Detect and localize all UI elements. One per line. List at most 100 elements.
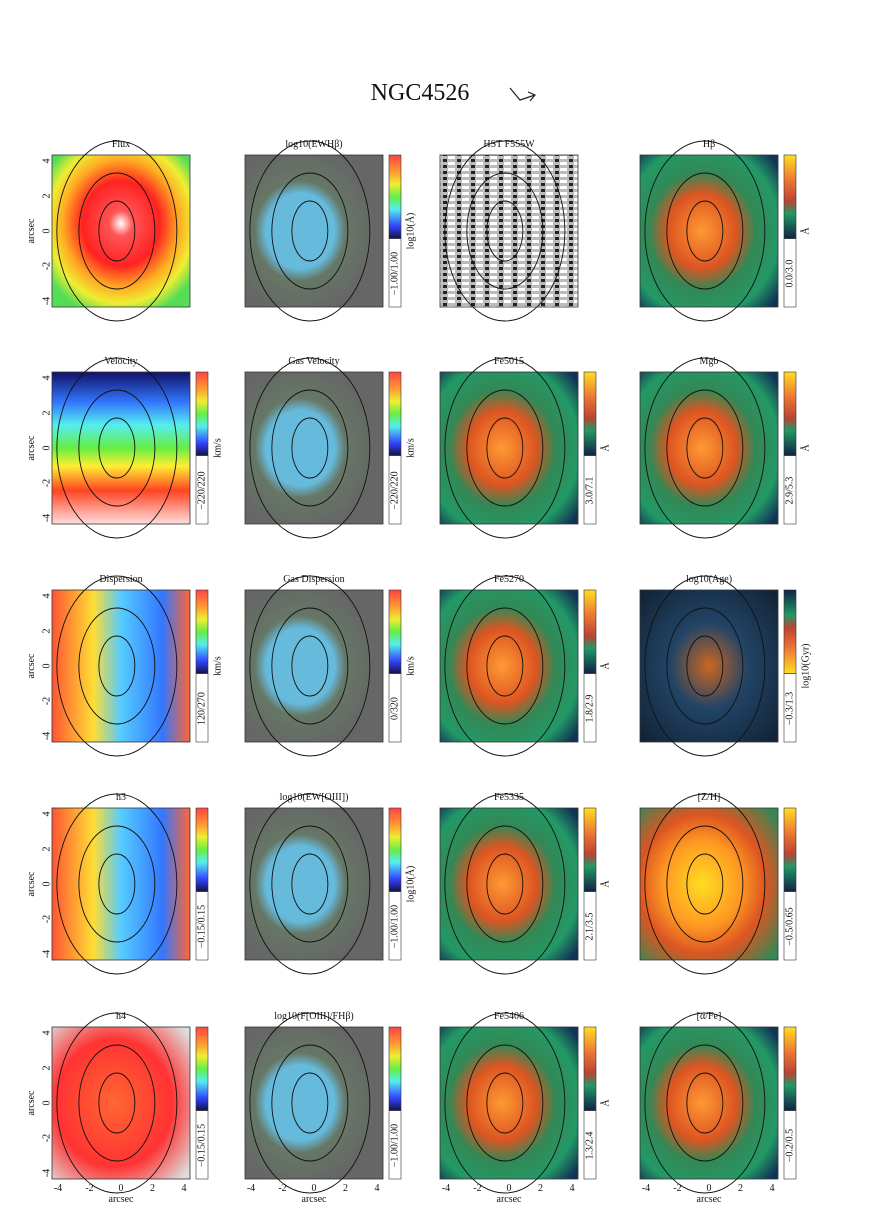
colorbar-range: −0.15/0.15 (196, 1124, 207, 1167)
y-tick-label: 2 (41, 629, 52, 634)
x-axis-label: arcsec (497, 1194, 523, 1205)
map (244, 371, 384, 525)
colorbar-range: 2.1/3.5 (584, 913, 595, 941)
isophote (249, 140, 371, 322)
colorbar-box (388, 673, 402, 743)
isophote (666, 825, 744, 943)
isophote (98, 1072, 136, 1134)
panel-title: Fe5335 (494, 792, 524, 803)
x-tick-label: -2 (85, 1183, 93, 1194)
map (639, 371, 779, 525)
panel-title: [Z/H] (698, 792, 721, 803)
y-tick-label: -2 (41, 915, 52, 923)
isophote (249, 357, 371, 539)
y-tick-label: 2 (41, 411, 52, 416)
panel-title: Gas Velocity (288, 356, 339, 367)
y-tick-label: -4 (41, 297, 52, 305)
colorbar (783, 154, 797, 239)
colorbar-range: −1.00/1.00 (389, 905, 400, 948)
y-tick-label: -2 (41, 479, 52, 487)
map (51, 1026, 191, 1180)
y-tick-label: 4 (41, 376, 52, 381)
colorbar (583, 1026, 597, 1111)
panel-title: Fe5406 (494, 1011, 524, 1022)
isophote (78, 172, 156, 290)
colorbar (783, 589, 797, 674)
map (439, 589, 579, 743)
y-tick-label: 0 (41, 229, 52, 234)
panel-title: Gas Dispersion (283, 574, 344, 585)
colorbar-box (388, 238, 402, 308)
isophote (486, 200, 524, 262)
colorbar-box (783, 238, 797, 308)
x-tick-label: 4 (570, 1183, 575, 1194)
panel-title: Flux (112, 139, 130, 150)
y-tick-label: 4 (41, 159, 52, 164)
colorbar-box (388, 891, 402, 961)
map (439, 371, 579, 525)
colorbar (388, 807, 402, 892)
isophote (98, 853, 136, 915)
x-tick-label: -4 (54, 1183, 62, 1194)
y-tick-label: 4 (41, 594, 52, 599)
isophote (666, 389, 744, 507)
isophote (249, 793, 371, 975)
colorbar-box (388, 455, 402, 525)
panel-title: log10(EW[OIII]) (280, 792, 349, 803)
y-tick-label: 2 (41, 847, 52, 852)
colorbar-range: −0.15/0.15 (196, 905, 207, 948)
isophote (686, 200, 724, 262)
x-tick-label: 2 (538, 1183, 543, 1194)
colorbar-box (783, 1110, 797, 1180)
orientation-arrow (509, 87, 536, 102)
isophote (56, 357, 178, 539)
map (244, 589, 384, 743)
y-tick-label: -2 (41, 697, 52, 705)
isophote (666, 1044, 744, 1162)
colorbar-unit: km/s (405, 656, 416, 676)
map (51, 371, 191, 525)
colorbar-unit: Å (799, 227, 811, 235)
map (439, 154, 579, 308)
map (639, 154, 779, 308)
colorbar-range: −1.00/1.00 (389, 252, 400, 295)
colorbar-range: −0.3/1.3 (784, 692, 795, 725)
map (639, 807, 779, 961)
colorbar (388, 371, 402, 456)
isophote (78, 825, 156, 943)
x-tick-label: 4 (182, 1183, 187, 1194)
y-axis-label: arcsec (26, 435, 37, 461)
isophote (644, 575, 766, 757)
colorbar-range: 3.0/7.1 (584, 477, 595, 505)
y-tick-label: 0 (41, 664, 52, 669)
map (244, 1026, 384, 1180)
colorbar-range: 0.0/3.0 (784, 260, 795, 288)
x-tick-label: -2 (673, 1183, 681, 1194)
isophote (271, 1044, 349, 1162)
map (439, 807, 579, 961)
isophote (644, 793, 766, 975)
y-tick-label: -2 (41, 1134, 52, 1142)
colorbar (583, 371, 597, 456)
isophote (666, 607, 744, 725)
map (51, 589, 191, 743)
isophote (271, 607, 349, 725)
isophote (486, 1072, 524, 1134)
isophote (444, 793, 566, 975)
x-tick-label: -4 (642, 1183, 650, 1194)
panel-title: Fe5015 (494, 356, 524, 367)
isophote (291, 417, 329, 479)
isophote (291, 200, 329, 262)
x-axis-label: arcsec (697, 1194, 723, 1205)
panel-title: Dispersion (99, 574, 142, 585)
isophote (466, 607, 544, 725)
colorbar-unit: log10(Å) (404, 866, 416, 903)
isophote (686, 853, 724, 915)
colorbar-range: −220/220 (196, 471, 207, 509)
x-tick-label: 2 (150, 1183, 155, 1194)
x-tick-label: -2 (473, 1183, 481, 1194)
isophote (271, 825, 349, 943)
colorbar-range: 0/320 (389, 697, 400, 720)
y-tick-label: 0 (41, 446, 52, 451)
